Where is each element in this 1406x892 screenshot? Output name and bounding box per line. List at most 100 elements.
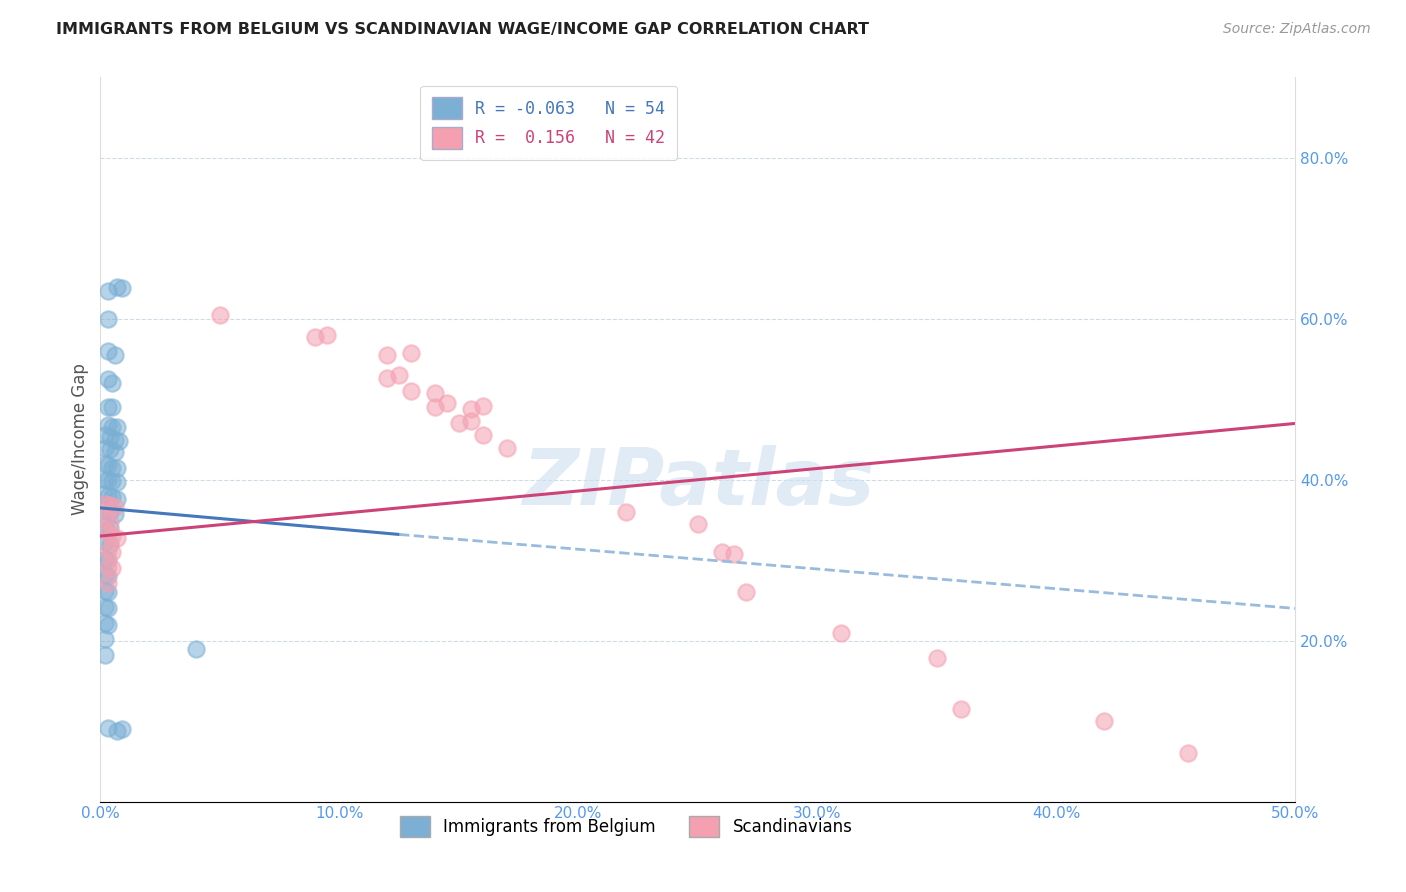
Point [94, 599, 117, 614]
Point [98, 505, 121, 519]
Point [436, 396, 458, 410]
Point [94, 535, 117, 549]
Point [105, 475, 128, 490]
Point [94, 497, 117, 511]
Point [96, 284, 118, 298]
Point [96, 372, 118, 386]
Point [710, 545, 733, 559]
Text: IMMIGRANTS FROM BELGIUM VS SCANDINAVIAN WAGE/INCOME GAP CORRELATION CHART: IMMIGRANTS FROM BELGIUM VS SCANDINAVIAN … [56, 22, 869, 37]
Point [111, 281, 134, 295]
Point [94, 441, 117, 455]
Point [723, 547, 745, 561]
Point [96, 721, 118, 735]
Text: ZIPatlas: ZIPatlas [522, 445, 875, 521]
Point [101, 420, 124, 434]
Point [399, 345, 422, 359]
Point [375, 348, 398, 362]
Point [925, 651, 948, 665]
Point [101, 376, 124, 391]
Point [96, 585, 118, 599]
Point [94, 503, 117, 517]
Point [101, 401, 124, 415]
Point [104, 348, 127, 362]
Point [399, 384, 422, 399]
Text: Source: ZipAtlas.com: Source: ZipAtlas.com [1223, 22, 1371, 37]
Point [471, 399, 494, 413]
Point [105, 531, 128, 545]
Point [96, 343, 118, 358]
Point [316, 327, 339, 342]
Point [98, 499, 121, 513]
Point [208, 308, 231, 322]
Point [105, 723, 128, 738]
Point [101, 529, 124, 543]
Point [105, 279, 128, 293]
Point [96, 617, 118, 632]
Point [949, 702, 972, 716]
Point [96, 559, 118, 574]
Point [105, 491, 128, 506]
Point [104, 444, 127, 458]
Point [614, 505, 637, 519]
Point [495, 441, 517, 455]
Point [423, 401, 446, 415]
Point [96, 417, 118, 432]
Point [94, 457, 117, 471]
Point [388, 368, 411, 383]
Point [94, 551, 117, 566]
Point [471, 428, 494, 442]
Point [108, 434, 131, 449]
Point [94, 567, 117, 582]
Point [94, 583, 117, 598]
Point [105, 460, 128, 475]
Point [94, 632, 117, 646]
Point [98, 515, 121, 529]
Point [98, 442, 121, 457]
Point [96, 543, 118, 558]
Point [1177, 747, 1199, 761]
Point [460, 401, 482, 416]
Point [94, 615, 117, 630]
Point [104, 507, 127, 521]
Point [96, 401, 118, 415]
Point [96, 311, 118, 326]
Point [104, 500, 127, 514]
Y-axis label: Wage/Income Gap: Wage/Income Gap [72, 364, 89, 516]
Point [98, 537, 121, 551]
Point [686, 516, 709, 531]
Point [447, 417, 470, 431]
Point [94, 648, 117, 662]
Point [98, 430, 121, 444]
Point [96, 569, 118, 583]
Legend: Immigrants from Belgium, Scandinavians: Immigrants from Belgium, Scandinavians [394, 809, 859, 844]
Point [94, 519, 117, 533]
Point [96, 575, 118, 590]
Point [111, 722, 134, 736]
Point [101, 561, 124, 575]
Point [94, 513, 117, 527]
Point [96, 601, 118, 615]
Point [101, 460, 124, 475]
Point [460, 414, 482, 428]
Point [94, 473, 117, 487]
Point [375, 370, 398, 384]
Point [96, 527, 118, 541]
Point [94, 428, 117, 442]
Point [423, 385, 446, 400]
Point [1092, 714, 1115, 728]
Point [96, 473, 118, 487]
Point [96, 553, 118, 567]
Point [105, 420, 128, 434]
Point [96, 489, 118, 503]
Point [304, 330, 326, 344]
Point [98, 521, 121, 535]
Point [101, 475, 124, 489]
Point [830, 625, 852, 640]
Point [734, 585, 756, 599]
Point [96, 458, 118, 473]
Point [101, 491, 124, 505]
Point [184, 641, 207, 656]
Point [101, 545, 124, 559]
Point [91, 487, 114, 501]
Point [104, 433, 127, 447]
